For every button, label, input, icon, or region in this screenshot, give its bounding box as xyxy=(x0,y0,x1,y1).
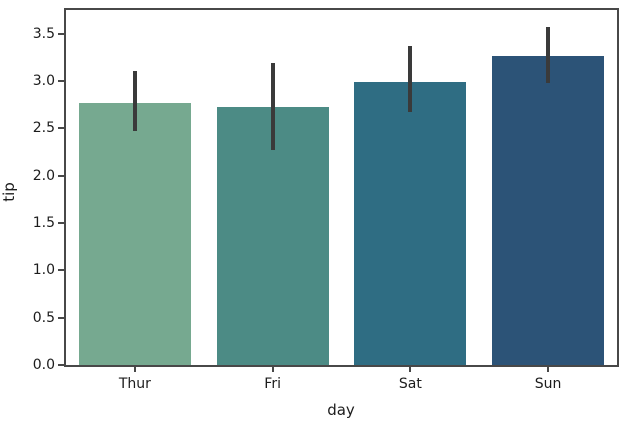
y-tick-mark xyxy=(58,222,64,224)
bar-thur xyxy=(78,102,191,365)
y-tick-mark xyxy=(58,174,64,177)
y-tick-mark xyxy=(58,32,64,35)
x-tick-label-fri: Fri xyxy=(264,376,281,392)
x-tick-mark xyxy=(271,367,274,372)
bar-sun xyxy=(492,56,605,365)
x-tick-label-sun: Sun xyxy=(534,376,562,392)
plot-area xyxy=(64,8,619,367)
x-tick-mark xyxy=(547,367,550,372)
y-tick-label-2.5: 2.5 xyxy=(32,120,55,137)
error-bar-fri xyxy=(270,63,275,151)
y-tick-label-3.5: 3.5 xyxy=(32,25,55,42)
y-tick-mark xyxy=(58,80,64,82)
error-bar-sat xyxy=(408,45,413,113)
x-tick-label-sat: Sat xyxy=(398,376,422,392)
y-tick-label-1.0: 1.0 xyxy=(32,262,55,279)
y-tick-mark xyxy=(58,364,64,366)
bar-sat xyxy=(354,81,467,365)
y-tick-mark xyxy=(58,269,64,272)
x-tick-mark xyxy=(133,367,136,372)
x-tick-mark xyxy=(409,367,412,372)
y-tick-label-0.5: 0.5 xyxy=(32,309,55,326)
y-tick-mark xyxy=(58,316,64,319)
x-axis-label: day xyxy=(327,401,355,419)
y-tick-mark xyxy=(58,127,64,130)
y-tick-label-3.0: 3.0 xyxy=(32,73,55,89)
error-bar-sun xyxy=(546,27,551,83)
error-bar-thur xyxy=(132,70,137,132)
y-tick-label-0.0: 0.0 xyxy=(32,357,55,373)
x-tick-label-thur: Thur xyxy=(118,376,151,392)
y-tick-label-2.0: 2.0 xyxy=(32,167,55,184)
y-tick-label-1.5: 1.5 xyxy=(32,215,55,231)
